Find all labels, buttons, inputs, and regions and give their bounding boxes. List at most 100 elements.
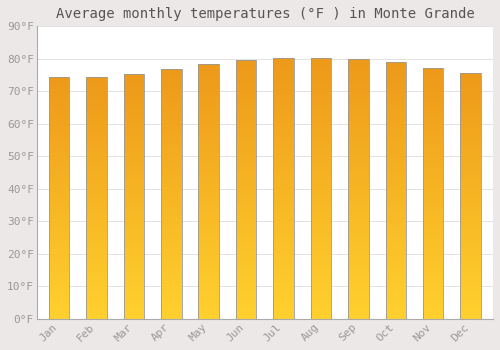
- Bar: [310, 267, 332, 270]
- Bar: [386, 236, 406, 239]
- Bar: [161, 219, 182, 222]
- Bar: [423, 285, 444, 287]
- Bar: [460, 298, 481, 300]
- Bar: [423, 225, 444, 228]
- Bar: [423, 118, 444, 121]
- Bar: [423, 146, 444, 149]
- Bar: [423, 137, 444, 140]
- Bar: [198, 134, 219, 138]
- Bar: [423, 237, 444, 240]
- Bar: [124, 120, 144, 123]
- Bar: [460, 313, 481, 316]
- Bar: [423, 272, 444, 275]
- Bar: [124, 108, 144, 111]
- Bar: [49, 243, 70, 246]
- Bar: [86, 135, 107, 138]
- Bar: [460, 168, 481, 172]
- Title: Average monthly temperatures (°F ) in Monte Grande: Average monthly temperatures (°F ) in Mo…: [56, 7, 474, 21]
- Bar: [124, 203, 144, 206]
- Bar: [460, 208, 481, 211]
- Bar: [460, 104, 481, 107]
- Bar: [348, 267, 368, 270]
- Bar: [198, 243, 219, 246]
- Bar: [423, 153, 444, 156]
- Bar: [161, 153, 182, 156]
- Bar: [310, 303, 332, 306]
- Bar: [460, 233, 481, 236]
- Bar: [161, 316, 182, 319]
- Bar: [460, 116, 481, 119]
- Bar: [198, 74, 219, 77]
- Bar: [124, 114, 144, 117]
- Bar: [310, 107, 332, 110]
- Bar: [198, 160, 219, 163]
- Bar: [236, 83, 256, 86]
- Bar: [274, 306, 294, 309]
- Bar: [161, 103, 182, 106]
- Bar: [124, 282, 144, 285]
- Bar: [236, 251, 256, 254]
- Bar: [274, 283, 294, 286]
- Bar: [236, 287, 256, 290]
- Bar: [274, 146, 294, 149]
- Bar: [236, 177, 256, 180]
- Bar: [348, 105, 368, 108]
- Bar: [274, 117, 294, 120]
- Bar: [86, 192, 107, 195]
- Bar: [274, 198, 294, 202]
- Bar: [236, 284, 256, 287]
- Bar: [348, 238, 368, 241]
- Bar: [198, 303, 219, 306]
- Bar: [124, 166, 144, 169]
- Bar: [161, 309, 182, 313]
- Bar: [124, 301, 144, 303]
- Bar: [310, 123, 332, 127]
- Bar: [310, 237, 332, 241]
- Bar: [124, 197, 144, 200]
- Bar: [348, 212, 368, 215]
- Bar: [124, 209, 144, 212]
- Bar: [86, 292, 107, 295]
- Bar: [348, 189, 368, 192]
- Bar: [86, 283, 107, 286]
- Bar: [423, 184, 444, 187]
- Bar: [310, 130, 332, 133]
- Bar: [161, 259, 182, 262]
- Bar: [310, 264, 332, 267]
- Bar: [310, 78, 332, 81]
- Bar: [49, 222, 70, 225]
- Bar: [124, 233, 144, 236]
- Bar: [198, 233, 219, 236]
- Bar: [460, 162, 481, 165]
- Bar: [124, 175, 144, 178]
- Bar: [161, 225, 182, 228]
- Bar: [161, 313, 182, 316]
- Bar: [274, 273, 294, 276]
- Bar: [198, 239, 219, 243]
- Bar: [274, 231, 294, 234]
- Bar: [310, 61, 332, 65]
- Bar: [386, 130, 406, 133]
- Bar: [310, 110, 332, 113]
- Bar: [161, 306, 182, 309]
- Bar: [423, 80, 444, 84]
- Bar: [348, 225, 368, 228]
- Bar: [198, 214, 219, 217]
- Bar: [236, 190, 256, 193]
- Bar: [274, 136, 294, 140]
- Bar: [236, 271, 256, 274]
- Bar: [161, 131, 182, 134]
- Bar: [310, 273, 332, 276]
- Bar: [161, 106, 182, 109]
- Bar: [348, 283, 368, 286]
- Bar: [423, 197, 444, 199]
- Bar: [310, 159, 332, 162]
- Bar: [161, 272, 182, 275]
- Bar: [274, 296, 294, 299]
- Bar: [198, 86, 219, 90]
- Bar: [460, 165, 481, 168]
- Bar: [86, 168, 107, 171]
- Bar: [386, 91, 406, 94]
- Bar: [310, 254, 332, 257]
- Bar: [274, 104, 294, 107]
